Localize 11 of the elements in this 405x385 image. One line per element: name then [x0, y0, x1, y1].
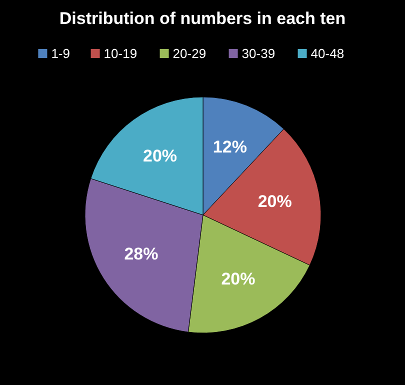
legend-label: 40-48 — [310, 46, 344, 61]
legend-label: 30-39 — [242, 46, 276, 61]
legend-label: 10-19 — [104, 46, 138, 61]
chart-title: Distribution of numbers in each ten — [59, 9, 346, 28]
legend-label: 1-9 — [51, 46, 70, 61]
legend-label: 20-29 — [172, 46, 206, 61]
data-label: 20% — [258, 192, 292, 211]
data-label: 20% — [221, 270, 256, 289]
data-label: 12% — [212, 137, 247, 156]
data-label: 20% — [142, 146, 178, 166]
data-label: 28% — [124, 244, 158, 264]
